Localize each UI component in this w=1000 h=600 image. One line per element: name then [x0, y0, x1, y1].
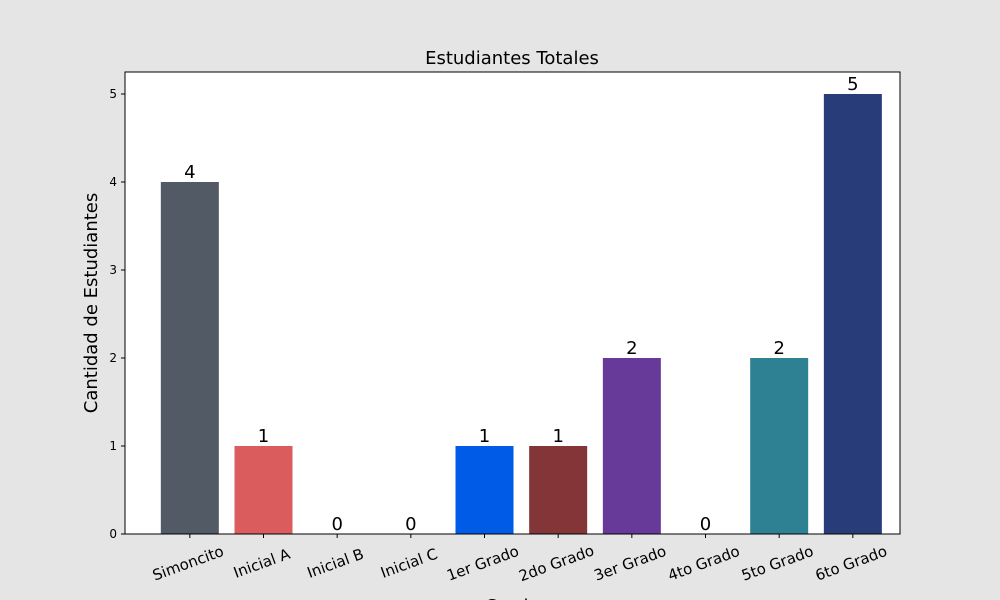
value-label: 0 — [405, 514, 416, 535]
value-label: 2 — [773, 338, 784, 359]
value-label: 1 — [479, 426, 490, 447]
x-axis-label: Grado — [485, 596, 540, 600]
bar — [455, 446, 514, 534]
bar — [823, 94, 882, 534]
value-label: 2 — [626, 338, 637, 359]
y-tick-label: 0 — [109, 527, 117, 541]
y-tick-label: 3 — [109, 263, 117, 277]
bar — [160, 182, 219, 534]
plot-frame — [124, 71, 901, 535]
value-label: 5 — [847, 74, 858, 95]
bar — [602, 358, 661, 534]
bar — [529, 446, 588, 534]
y-axis-label: Cantidad de Estudiantes — [81, 193, 102, 413]
y-tick-label: 4 — [109, 175, 117, 189]
value-label: 0 — [700, 514, 711, 535]
bar — [234, 446, 293, 534]
value-label: 1 — [552, 426, 563, 447]
value-label: 0 — [331, 514, 342, 535]
y-tick-label: 2 — [109, 351, 117, 365]
y-tick-label: 5 — [109, 87, 117, 101]
chart-title: Estudiantes Totales — [425, 48, 599, 69]
y-tick-label: 1 — [109, 439, 117, 453]
value-label: 1 — [258, 426, 269, 447]
bar — [750, 358, 809, 534]
value-label: 4 — [184, 162, 195, 183]
